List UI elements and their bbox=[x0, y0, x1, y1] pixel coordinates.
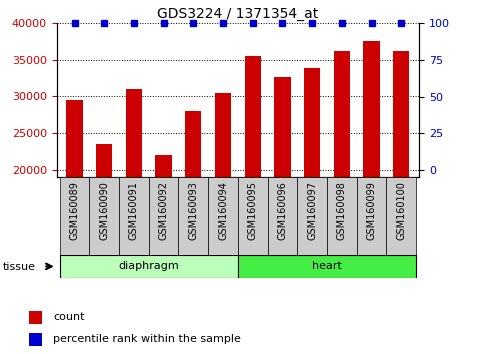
Bar bbox=[215, 93, 231, 316]
Bar bbox=[238, 255, 416, 278]
Bar bbox=[208, 177, 238, 257]
Bar bbox=[238, 177, 268, 257]
Text: percentile rank within the sample: percentile rank within the sample bbox=[54, 335, 242, 344]
Bar bbox=[89, 177, 119, 257]
Text: GSM160090: GSM160090 bbox=[99, 181, 109, 240]
Bar bbox=[60, 177, 89, 257]
Text: count: count bbox=[54, 312, 85, 322]
Bar bbox=[245, 56, 261, 316]
Bar bbox=[29, 311, 42, 324]
Bar bbox=[155, 155, 172, 316]
Text: GSM160098: GSM160098 bbox=[337, 181, 347, 240]
Title: GDS3224 / 1371354_at: GDS3224 / 1371354_at bbox=[157, 7, 318, 21]
Text: GSM160096: GSM160096 bbox=[278, 181, 287, 240]
Bar bbox=[274, 76, 290, 316]
Text: GSM160094: GSM160094 bbox=[218, 181, 228, 240]
Bar bbox=[356, 177, 387, 257]
Text: GSM160089: GSM160089 bbox=[70, 181, 79, 240]
Bar bbox=[119, 177, 149, 257]
Bar bbox=[29, 333, 42, 346]
Bar bbox=[185, 111, 202, 316]
Bar bbox=[363, 41, 380, 316]
Text: diaphragm: diaphragm bbox=[118, 261, 179, 272]
Text: tissue: tissue bbox=[2, 262, 35, 272]
Bar bbox=[126, 89, 142, 316]
Bar bbox=[297, 177, 327, 257]
Bar bbox=[268, 177, 297, 257]
Text: GSM160099: GSM160099 bbox=[366, 181, 377, 240]
Text: GSM160100: GSM160100 bbox=[396, 181, 406, 240]
Bar bbox=[304, 68, 320, 316]
Bar bbox=[178, 177, 208, 257]
Text: GSM160091: GSM160091 bbox=[129, 181, 139, 240]
Bar bbox=[327, 177, 356, 257]
Text: GSM160093: GSM160093 bbox=[188, 181, 198, 240]
Bar bbox=[67, 100, 83, 316]
Bar bbox=[149, 177, 178, 257]
Text: GSM160097: GSM160097 bbox=[307, 181, 317, 240]
Text: GSM160092: GSM160092 bbox=[159, 181, 169, 240]
Text: heart: heart bbox=[312, 261, 342, 272]
Bar bbox=[334, 51, 350, 316]
Bar bbox=[393, 51, 409, 316]
Bar bbox=[387, 177, 416, 257]
Bar bbox=[96, 144, 112, 316]
Text: GSM160095: GSM160095 bbox=[247, 181, 258, 240]
Bar bbox=[60, 255, 238, 278]
